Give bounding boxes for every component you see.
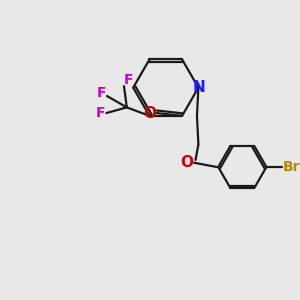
Text: O: O [181,155,194,170]
Text: F: F [97,86,106,100]
Text: F: F [95,106,105,120]
Text: Br: Br [283,160,300,174]
Text: F: F [124,74,133,87]
Text: O: O [143,106,156,121]
Text: N: N [193,80,205,95]
